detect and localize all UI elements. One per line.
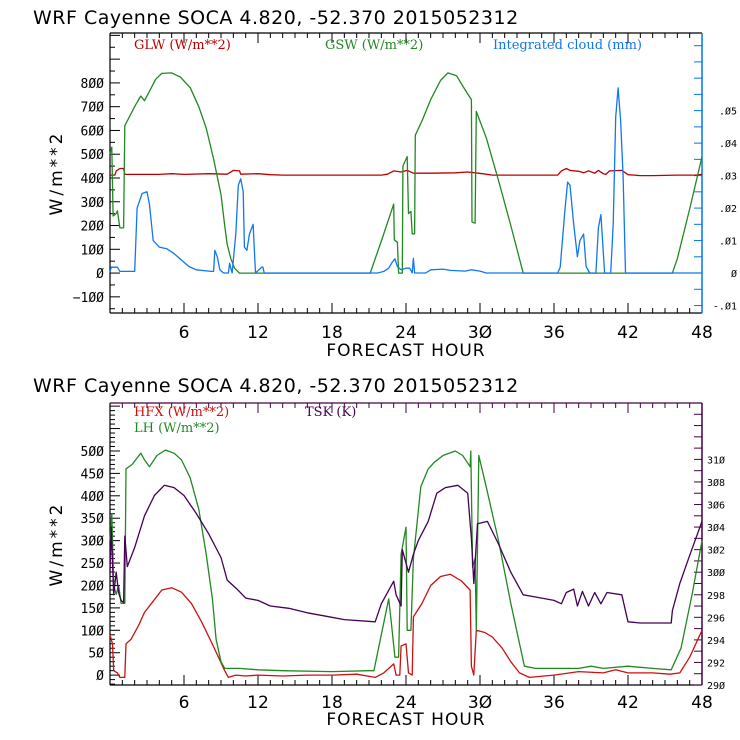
panel2-y2-tick-label: 298 xyxy=(707,591,725,602)
panel2-y-tick-label: 45Ø xyxy=(81,467,105,482)
panel1-series-gsw-line xyxy=(109,72,703,274)
panel2-x-tick-label: 36 xyxy=(543,693,565,713)
panel1-x-tick-label: 3Ø xyxy=(468,323,492,343)
panel2-series-tsk-line xyxy=(109,484,703,624)
panel1-legend-item: GSW (W/m**2) xyxy=(325,38,423,53)
panel1-x-tick-label: 6 xyxy=(179,323,190,343)
panel2-y-tick-label: 1ØØ xyxy=(81,624,105,639)
panel1-y2-tick-label: Ø xyxy=(731,268,737,280)
panel2-title: WRF Cayenne SOCA 4.820, -52.370 20150523… xyxy=(33,375,519,397)
panel1-series-integrated-line xyxy=(109,87,702,274)
panel1-y2-tick-label: .Ø3 xyxy=(719,171,737,183)
panel2-y2-tick-label: 3Ø6 xyxy=(707,500,725,512)
panel1-x-tick-label: 18 xyxy=(321,323,343,343)
panel1-y-tick-label: −1ØØ xyxy=(73,291,104,306)
panel1-y-tick-label: 8ØØ xyxy=(81,77,105,92)
panel1-y2-tick-label: -.Ø1 xyxy=(713,301,737,313)
panel2-legend-item: TSK (K) xyxy=(305,405,356,420)
panel2-x-tick-label: 6 xyxy=(179,693,190,713)
panel2-y-tick-label: 5Ø xyxy=(88,647,104,662)
panel2-x-tick-label: 24 xyxy=(395,693,417,713)
panel2-y2-tick-label: 3Ø2 xyxy=(707,545,725,557)
panel2-y-tick-label: 5ØØ xyxy=(81,445,105,460)
panel2-y-tick-label: 25Ø xyxy=(81,557,105,572)
panel2-x-axis-label: FORECAST HOUR xyxy=(326,710,485,730)
panel1-series-glw-line xyxy=(110,167,703,177)
panel2-x-tick-label: 12 xyxy=(247,693,269,713)
panel1-x-axis-label: FORECAST HOUR xyxy=(326,341,485,361)
panel1-y-tick-label: 1ØØ xyxy=(81,243,105,258)
panel2-x-tick-label: 48 xyxy=(691,693,713,713)
panel1-y-tick-label: 3ØØ xyxy=(81,196,105,211)
panel2-y-tick-label: 35Ø xyxy=(81,512,105,527)
panel1-x-tick-label: 42 xyxy=(617,323,639,343)
panel1-y-tick-label: 6ØØ xyxy=(81,124,105,139)
panel1-y2-tick-label: .Ø5 xyxy=(719,106,737,118)
panel2-y-tick-label: 3ØØ xyxy=(81,535,105,550)
panel2-y2-tick-label: 296 xyxy=(707,613,725,624)
panel1-y2-tick-label: .Ø4 xyxy=(719,138,737,150)
panel1-x-tick-label: 12 xyxy=(247,323,269,343)
panel1-title: WRF Cayenne SOCA 4.820, -52.370 20150523… xyxy=(33,7,519,29)
panel2-y2-tick-label: 31Ø xyxy=(707,454,725,466)
panel2-y-tick-label: Ø xyxy=(96,669,104,684)
panel2-y2-tick-label: 29Ø xyxy=(707,680,725,692)
panel2-y2-tick-label: 3Ø8 xyxy=(707,477,725,489)
panel1-legend-item: GLW (W/m**2) xyxy=(134,38,231,53)
panel2-y-tick-label: 2ØØ xyxy=(81,579,105,594)
panel2-y-tick-label: 15Ø xyxy=(81,602,105,617)
panel2-x-tick-label: 18 xyxy=(321,693,343,713)
panel1-y-tick-label: 5ØØ xyxy=(81,148,105,163)
panel2-x-tick-label: 42 xyxy=(617,693,639,713)
panel2-series-lh-line xyxy=(109,449,703,673)
panel2-legend-item: HFX (W/m**2) xyxy=(134,405,229,420)
panel2-y2-tick-label: 3ØØ xyxy=(707,567,725,579)
panel1-y-tick-label: 2ØØ xyxy=(81,220,105,235)
panel2-y-axis-label: W/m**2 xyxy=(47,502,67,587)
panel1-y-tick-label: Ø xyxy=(96,267,104,282)
panel2-y2-tick-label: 3Ø4 xyxy=(707,522,725,534)
panel2-y2-tick-label: 292 xyxy=(707,658,725,669)
panel1-x-tick-label: 48 xyxy=(691,323,713,343)
panel2-y2-tick-label: 294 xyxy=(707,636,725,647)
panel2-series-hfx-line xyxy=(109,573,703,679)
panel2-y-tick-label: 4ØØ xyxy=(81,490,105,505)
panel1-y-axis-label: W/m**2 xyxy=(47,131,67,216)
panel1-legend-item: Integrated cloud (mm) xyxy=(493,38,642,53)
panel2-legend-item: LH (W/m**2) xyxy=(134,421,220,436)
panel2-x-tick-label: 3Ø xyxy=(468,693,492,713)
panel1-y2-tick-label: .Ø2 xyxy=(719,203,737,215)
panel1-x-tick-label: 36 xyxy=(543,323,565,343)
panel1-y-tick-label: 4ØØ xyxy=(81,172,105,187)
panel1-y2-tick-label: .Ø1 xyxy=(719,236,737,248)
panel1-y-tick-label: 7ØØ xyxy=(81,101,105,116)
panel1-x-tick-label: 24 xyxy=(395,323,417,343)
